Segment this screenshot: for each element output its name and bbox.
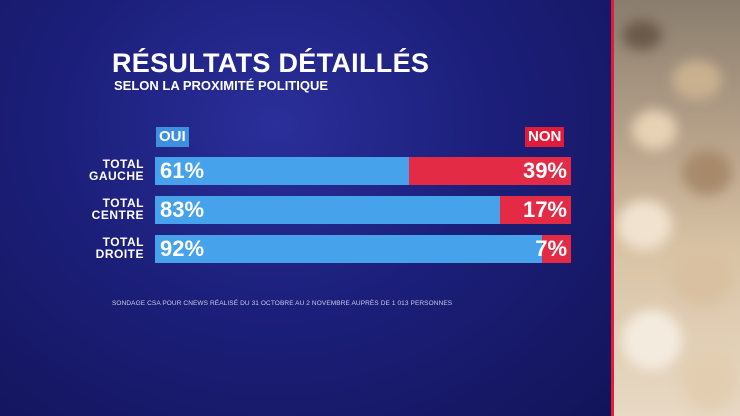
bar-segment-oui: 61% [155, 157, 409, 185]
page-title: RÉSULTATS DÉTAILLÉS [112, 48, 430, 78]
row-label: TOTAL DROITE [70, 236, 144, 260]
bar-segment-non: 17% [500, 196, 571, 224]
source-note: SONDAGE CSA POUR CNEWS RÉALISÉ DU 31 OCT… [112, 300, 453, 307]
row-label: TOTAL CENTRE [70, 197, 144, 221]
crowd-photo [612, 0, 740, 416]
value-label-non: 7% [535, 236, 567, 261]
legend-non: NON [525, 127, 565, 147]
row-label-line: TOTAL [102, 235, 144, 249]
legend-oui: OUI [156, 127, 189, 147]
row-label-line: TOTAL [102, 157, 144, 171]
value-label-oui: 61% [160, 158, 205, 183]
value-label-oui: 92% [160, 236, 205, 261]
bar-segment-oui: 92% [155, 235, 542, 263]
row-label-line: GAUCHE [88, 169, 144, 183]
row-label-line: CENTRE [91, 208, 144, 222]
stacked-bar: 61% 39% [155, 157, 571, 185]
accent-divider [611, 0, 614, 416]
row-label: TOTAL GAUCHE [70, 158, 144, 182]
row-label-line: DROITE [95, 247, 144, 261]
bar-segment-non: 39% [409, 157, 571, 185]
value-label-non: 39% [522, 158, 567, 183]
bar-segment-non: 7% [535, 235, 571, 263]
row-label-line: TOTAL [102, 196, 144, 210]
stacked-bar: 83% 17% [155, 196, 571, 224]
value-label-non: 17% [522, 197, 567, 222]
bar-segment-oui: 83% [155, 196, 500, 224]
page-subtitle: SELON LA PROXIMITÉ POLITIQUE [114, 78, 329, 93]
stacked-bar: 92% 7% [155, 235, 571, 263]
value-label-oui: 83% [160, 197, 205, 222]
